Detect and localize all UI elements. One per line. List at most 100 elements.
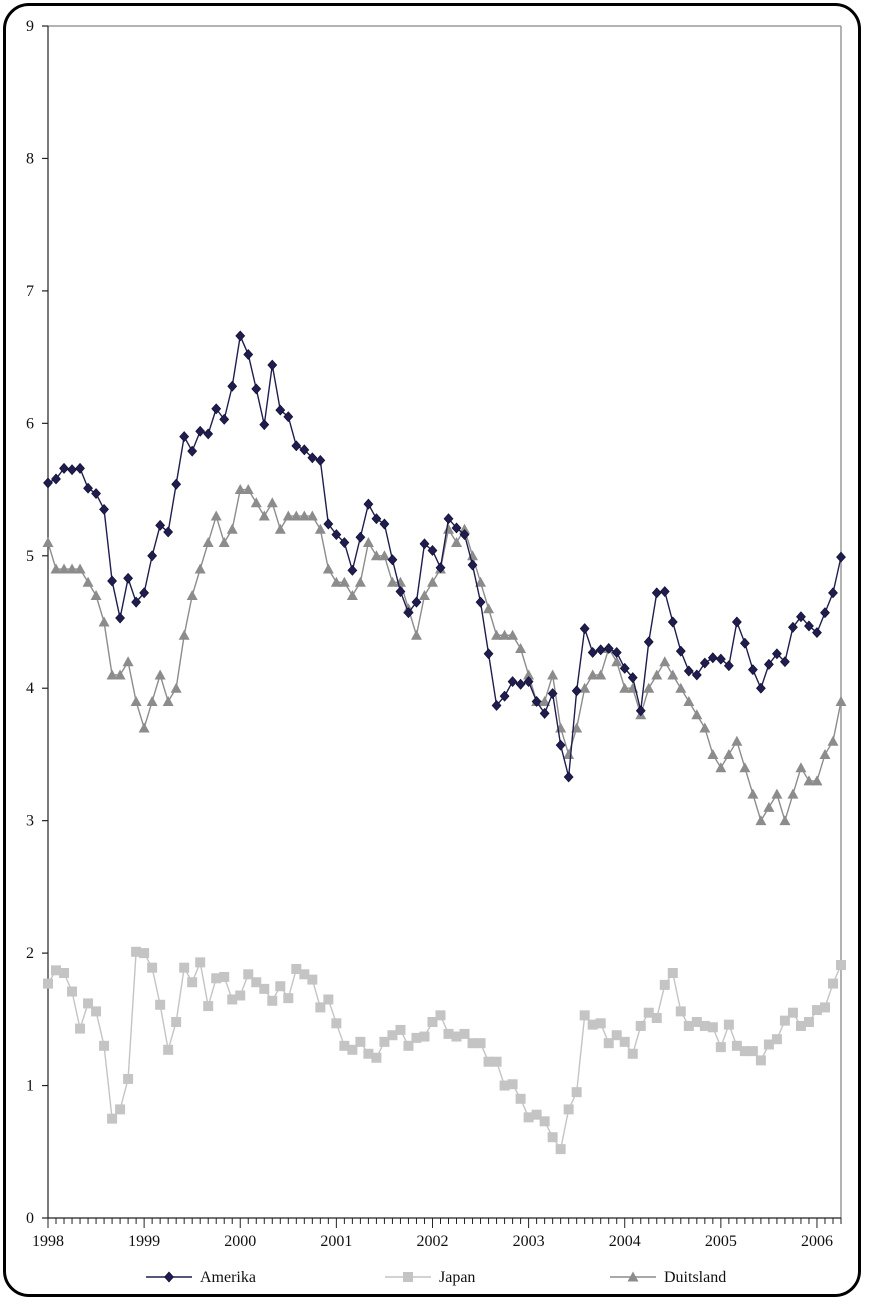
- data-point-japan: [387, 1030, 398, 1041]
- data-point-amerika: [435, 562, 446, 574]
- data-point-amerika: [251, 383, 262, 395]
- data-point-japan: [643, 1007, 654, 1018]
- data-point-duitsland: [346, 590, 358, 601]
- data-point-japan: [627, 1048, 638, 1059]
- legend-label-amerika: Amerika: [200, 1269, 256, 1286]
- data-point-duitsland: [587, 669, 599, 680]
- data-point-japan: [115, 1104, 126, 1115]
- chart-legend: Amerika Japan Duitsland: [146, 1269, 726, 1286]
- data-point-duitsland: [547, 669, 559, 680]
- data-point-japan: [307, 974, 318, 985]
- data-point-amerika: [731, 616, 742, 628]
- data-point-amerika: [83, 482, 93, 494]
- data-point-duitsland: [643, 682, 655, 693]
- data-point-duitsland: [499, 629, 511, 640]
- legend-marker-duitsland: [627, 1271, 639, 1282]
- data-point-duitsland: [226, 523, 238, 534]
- data-point-duitsland: [338, 576, 350, 587]
- data-point-duitsland: [74, 563, 86, 574]
- data-point-japan: [99, 1040, 110, 1051]
- y-tick-label: 8: [26, 150, 34, 167]
- data-point-duitsland: [771, 788, 783, 799]
- series-japan: [43, 946, 846, 1155]
- data-point-japan: [235, 990, 246, 1001]
- data-point-amerika: [91, 488, 101, 499]
- data-point-duitsland: [523, 669, 535, 680]
- data-point-amerika: [715, 653, 726, 665]
- x-tick-label: 2005: [705, 1233, 737, 1250]
- data-point-amerika: [780, 656, 790, 668]
- data-point-japan: [219, 971, 230, 982]
- data-point-japan: [779, 1015, 790, 1026]
- data-point-duitsland: [242, 484, 254, 495]
- data-point-japan: [283, 993, 294, 1004]
- data-point-amerika: [691, 669, 702, 681]
- data-point-amerika: [43, 477, 53, 489]
- data-point-amerika: [227, 380, 238, 392]
- legend-label-duitsland: Duitsland: [664, 1269, 726, 1286]
- data-point-duitsland: [483, 603, 495, 614]
- data-point-duitsland: [571, 722, 583, 733]
- data-point-amerika: [107, 575, 117, 587]
- data-point-amerika: [467, 559, 478, 571]
- data-point-amerika: [483, 648, 494, 660]
- data-point-amerika: [243, 349, 254, 360]
- data-point-japan: [771, 1034, 782, 1045]
- x-tick-label: 2002: [416, 1233, 448, 1250]
- data-point-japan: [836, 960, 846, 971]
- data-point-amerika: [796, 611, 806, 623]
- data-point-duitsland: [210, 510, 222, 521]
- data-point-duitsland: [186, 590, 198, 601]
- data-point-duitsland: [106, 669, 118, 680]
- data-point-japan: [251, 977, 262, 988]
- data-point-duitsland: [835, 695, 847, 706]
- data-point-duitsland: [298, 510, 310, 521]
- data-point-japan: [155, 999, 166, 1010]
- data-point-japan: [187, 977, 198, 988]
- data-point-japan: [435, 1010, 446, 1021]
- data-point-japan: [275, 981, 286, 992]
- data-point-duitsland: [410, 629, 422, 640]
- data-point-amerika: [411, 596, 422, 608]
- data-point-duitsland: [651, 669, 663, 680]
- data-point-japan: [747, 1046, 758, 1057]
- data-point-duitsland: [194, 563, 206, 574]
- data-point-amerika: [163, 526, 174, 538]
- data-point-japan: [739, 1046, 750, 1057]
- series-amerika: [43, 330, 846, 783]
- data-point-amerika: [299, 444, 310, 456]
- data-point-duitsland: [250, 497, 262, 508]
- y-tick-label: 1: [26, 1078, 34, 1095]
- data-point-japan: [595, 1018, 606, 1029]
- data-point-japan: [315, 1002, 326, 1013]
- data-point-duitsland: [322, 563, 334, 574]
- data-point-amerika: [395, 586, 406, 597]
- data-point-duitsland: [667, 669, 679, 680]
- data-point-amerika: [123, 572, 134, 584]
- data-point-duitsland: [130, 695, 142, 706]
- data-point-amerika: [531, 696, 542, 707]
- data-point-duitsland: [202, 537, 214, 548]
- x-tick-label: 1999: [128, 1233, 160, 1250]
- data-point-japan: [195, 957, 206, 968]
- data-point-amerika: [603, 643, 614, 654]
- legend-item-amerika: Amerika: [146, 1269, 256, 1286]
- data-point-amerika: [659, 586, 670, 597]
- data-point-japan: [467, 1038, 478, 1049]
- data-point-japan: [347, 1044, 358, 1055]
- data-point-amerika: [772, 648, 782, 660]
- data-point-amerika: [555, 739, 566, 751]
- data-point-amerika: [379, 518, 390, 530]
- data-point-duitsland: [90, 590, 102, 601]
- data-point-amerika: [755, 682, 766, 694]
- data-point-amerika: [139, 587, 150, 599]
- data-point-amerika: [675, 645, 686, 657]
- data-point-japan: [491, 1056, 502, 1067]
- data-point-japan: [707, 1022, 718, 1033]
- data-point-duitsland: [515, 642, 527, 653]
- data-point-japan: [795, 1020, 806, 1031]
- data-point-amerika: [235, 330, 246, 342]
- y-tick-label: 7: [26, 283, 34, 300]
- data-point-japan: [499, 1080, 510, 1091]
- data-point-japan: [803, 1016, 814, 1027]
